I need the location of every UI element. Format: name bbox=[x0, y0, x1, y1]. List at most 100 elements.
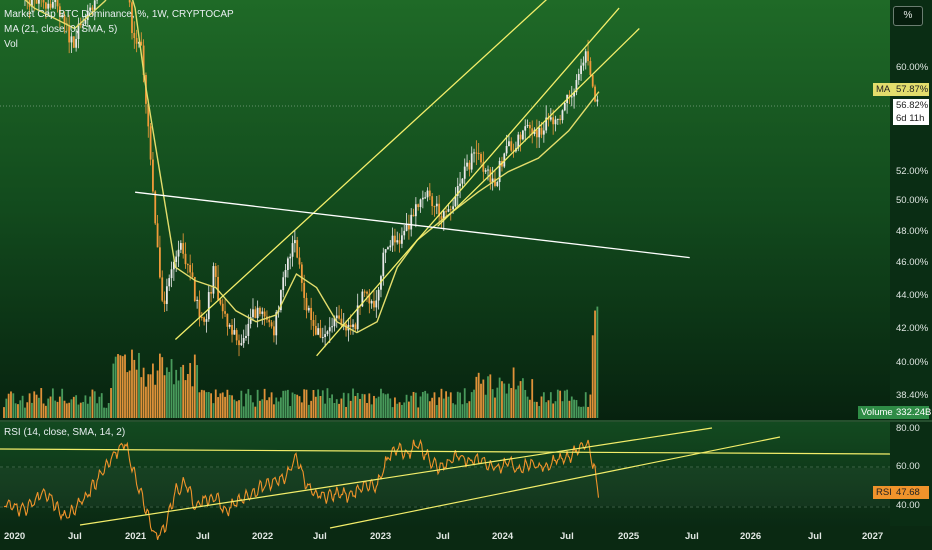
volume-bar bbox=[277, 401, 280, 418]
candle-body bbox=[528, 124, 531, 129]
candle-body bbox=[384, 249, 387, 253]
volume-bar bbox=[317, 389, 320, 418]
volume-bar bbox=[86, 403, 89, 418]
volume-bar bbox=[219, 393, 222, 418]
volume-bar bbox=[494, 397, 496, 418]
volume-bar bbox=[324, 403, 327, 418]
candle-body bbox=[542, 130, 545, 135]
percent-scale-button[interactable]: % bbox=[893, 6, 923, 26]
volume-bar bbox=[63, 400, 66, 418]
volume-bar bbox=[459, 392, 461, 418]
price-tick: 50.00% bbox=[896, 195, 929, 206]
volume-bar bbox=[156, 370, 159, 418]
volume-bar bbox=[475, 376, 478, 418]
volume-bar bbox=[72, 396, 75, 418]
volume-bar bbox=[235, 401, 238, 418]
time-tick: 2020 bbox=[4, 531, 26, 542]
volume-bar bbox=[575, 400, 578, 418]
candle-body bbox=[482, 162, 485, 172]
candle-body bbox=[447, 209, 450, 212]
candle-body bbox=[179, 243, 182, 250]
candle-body bbox=[377, 289, 380, 301]
candle-body bbox=[296, 240, 299, 258]
volume-bar bbox=[389, 398, 392, 418]
candle-body bbox=[193, 276, 196, 301]
candle-body bbox=[70, 36, 73, 43]
volume-bar bbox=[221, 392, 224, 418]
volume-bar bbox=[414, 392, 417, 418]
ma-legend[interactable]: MA (21, close, 0, SMA, 5) bbox=[4, 24, 118, 35]
candle-body bbox=[286, 258, 289, 271]
candle-body bbox=[387, 247, 389, 250]
volume-bar bbox=[570, 396, 573, 418]
volume-bar bbox=[391, 407, 394, 418]
time-tick: Jul bbox=[436, 531, 450, 542]
candle-body bbox=[584, 51, 587, 63]
volume-bar bbox=[596, 306, 599, 418]
volume-bar bbox=[338, 403, 340, 418]
candle-body bbox=[438, 203, 441, 217]
volume-bar bbox=[44, 405, 47, 418]
candle-body bbox=[370, 301, 373, 304]
price-tick: 40.00% bbox=[896, 357, 929, 368]
candle-body bbox=[484, 170, 487, 172]
volume-bar bbox=[594, 310, 596, 418]
volume-bar bbox=[363, 394, 366, 418]
candle-body bbox=[170, 269, 173, 279]
volume-bar bbox=[182, 364, 185, 418]
volume-bar bbox=[512, 367, 515, 418]
candle-body bbox=[589, 61, 592, 76]
volume-bar bbox=[589, 394, 592, 418]
candle-body bbox=[86, 10, 89, 21]
candle-body bbox=[254, 309, 257, 319]
volume-bar bbox=[510, 388, 513, 418]
volume-bar bbox=[217, 397, 219, 418]
candle-body bbox=[405, 223, 408, 231]
time-tick: 2022 bbox=[252, 531, 274, 542]
candle-body bbox=[487, 169, 489, 171]
volume-bar bbox=[203, 390, 206, 418]
volume-bar bbox=[563, 390, 566, 418]
volume-bar bbox=[387, 393, 389, 418]
volume-bar bbox=[524, 389, 527, 418]
volume-bar bbox=[126, 372, 129, 418]
volume-bar bbox=[300, 402, 303, 418]
candle-body bbox=[142, 45, 145, 76]
candle-body bbox=[403, 230, 406, 236]
volume-bar bbox=[247, 389, 250, 418]
steep-support-trendline bbox=[316, 7, 620, 357]
rsi-legend[interactable]: RSI (14, close, SMA, 14, 2) bbox=[4, 427, 126, 438]
candle-body bbox=[389, 245, 392, 248]
candle-body bbox=[270, 322, 273, 327]
volume-bar bbox=[65, 403, 68, 418]
volume-bar bbox=[554, 401, 557, 418]
volume-bar bbox=[7, 393, 10, 418]
candle-body bbox=[305, 297, 308, 311]
volume-bar bbox=[435, 405, 438, 418]
candle-body bbox=[242, 338, 245, 344]
volume-bars bbox=[3, 306, 599, 418]
vol-legend[interactable]: Vol bbox=[4, 39, 18, 50]
volume-bar bbox=[242, 406, 245, 418]
candle-body bbox=[182, 243, 185, 254]
volume-bar bbox=[398, 402, 401, 418]
candle-body bbox=[31, 0, 33, 7]
volume-bar bbox=[70, 399, 73, 418]
ma-line bbox=[24, 0, 600, 334]
volume-bar bbox=[487, 376, 489, 418]
candle-body bbox=[184, 253, 187, 265]
candle-body bbox=[435, 203, 438, 207]
volume-bar bbox=[133, 359, 136, 418]
volume-bar bbox=[147, 374, 150, 418]
candle-body bbox=[563, 103, 566, 111]
volume-bar bbox=[319, 396, 322, 418]
candle-body bbox=[522, 130, 524, 140]
volume-bar bbox=[545, 402, 548, 418]
candle-body bbox=[75, 38, 78, 48]
volume-bar bbox=[326, 388, 329, 418]
volume-bar bbox=[93, 391, 96, 418]
candle-body bbox=[428, 190, 431, 197]
price-tick: 52.00% bbox=[896, 166, 929, 177]
candle-body bbox=[540, 127, 543, 135]
